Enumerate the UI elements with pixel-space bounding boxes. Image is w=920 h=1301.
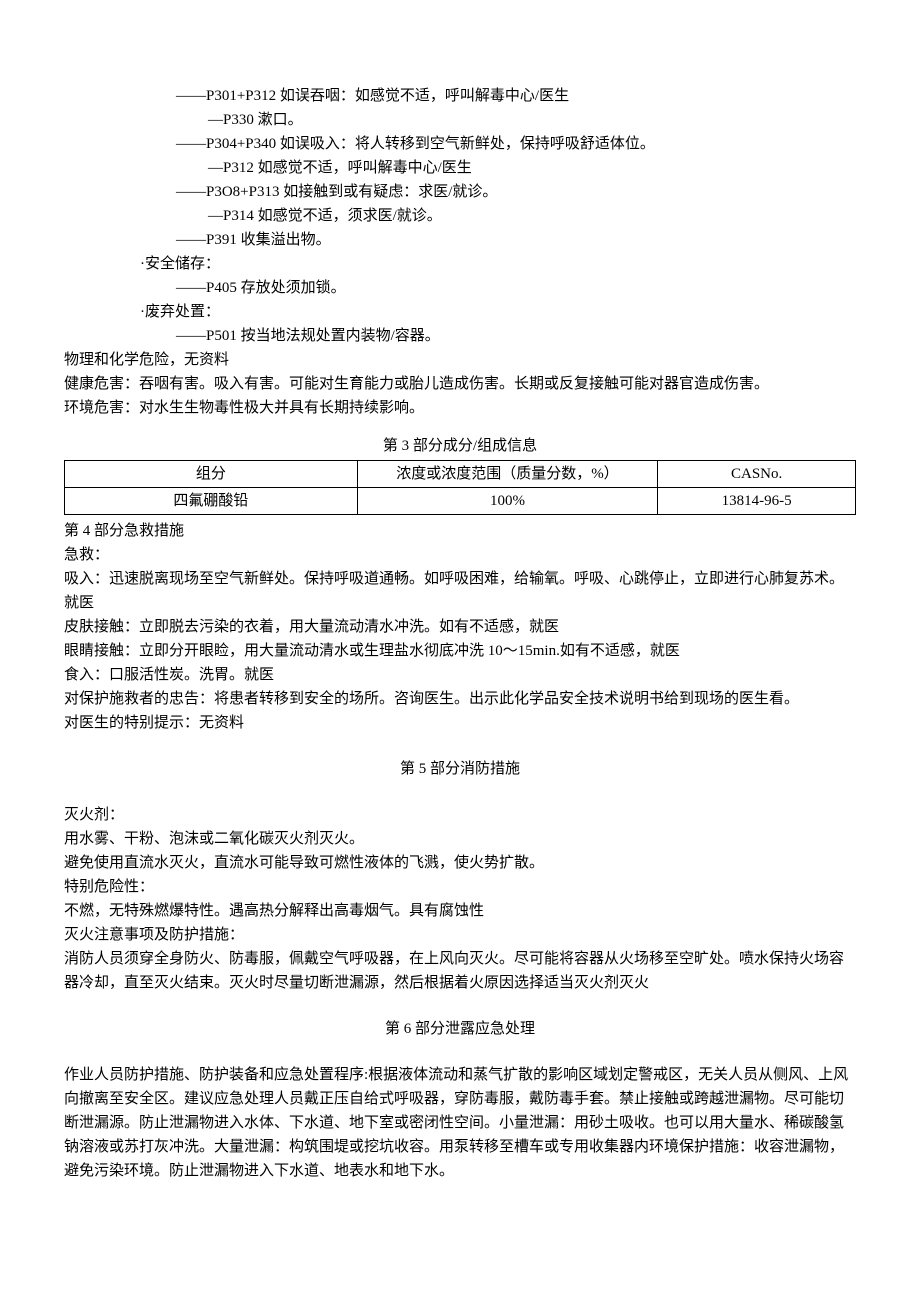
composition-table: 组分 浓度或浓度范围（质量分数，%） CASNo. 四氟硼酸铅 100% 138… — [64, 460, 856, 515]
precaution-p304: ——P304+P340 如误吸入：将人转移到空气新鲜处，保持呼吸舒适体位。 — [64, 132, 856, 156]
table-cell-concentration: 100% — [357, 488, 658, 515]
section4-line-2: 皮肤接触：立即脱去污染的衣着，用大量流动清水冲洗。如有不适感，就医 — [64, 615, 856, 639]
precaution-p312: —P312 如感觉不适，呼叫解毒中心/医生 — [64, 156, 856, 180]
table-header-cas: CASNo. — [658, 461, 856, 488]
storage-heading: ·安全储存： — [64, 252, 856, 276]
env-hazard: 环境危害：对水生生物毒性极大并具有长期持续影响。 — [64, 396, 856, 420]
precaution-p391: ——P391 收集溢出物。 — [64, 228, 856, 252]
precaution-p405: ——P405 存放处须加锁。 — [64, 276, 856, 300]
table-header-component: 组分 — [65, 461, 358, 488]
section5-line-2: 避免使用直流水灭火，直流水可能导致可燃性液体的飞溅，使火势扩散。 — [64, 851, 856, 875]
section4-line-5: 对保护施救者的忠告：将患者转移到安全的场所。咨询医生。出示此化学品安全技术说明书… — [64, 687, 856, 711]
section4-line-3: 眼睛接触：立即分开眼睑，用大量流动清水或生理盐水彻底冲洗 10～15min.如有… — [64, 639, 856, 663]
table-cell-component: 四氟硼酸铅 — [65, 488, 358, 515]
section6-line-0: 作业人员防护措施、防护装备和应急处置程序:根据液体流动和蒸气扩散的影响区域划定警… — [64, 1063, 856, 1183]
section4-line-4: 食入：口服活性炭。洗胃。就医 — [64, 663, 856, 687]
section4-line-6: 对医生的特别提示：无资料 — [64, 711, 856, 735]
precaution-p501: ——P501 按当地法规处置内装物/容器。 — [64, 324, 856, 348]
section5-line-4: 不燃，无特殊燃爆特性。遇高热分解释出高毒烟气。具有腐蚀性 — [64, 899, 856, 923]
section4-title: 第 4 部分急救措施 — [64, 519, 856, 543]
section4-line-1: 吸入：迅速脱离现场至空气新鲜处。保持呼吸道通畅。如呼吸困难，给输氧。呼吸、心跳停… — [64, 567, 856, 615]
section5-line-3: 特别危险性： — [64, 875, 856, 899]
disposal-heading: ·废弃处置： — [64, 300, 856, 324]
precaution-p308: ——P3O8+P313 如接触到或有疑虑：求医/就诊。 — [64, 180, 856, 204]
physical-hazard: 物理和化学危险，无资料 — [64, 348, 856, 372]
section3-title: 第 3 部分成分/组成信息 — [64, 434, 856, 458]
table-cell-cas: 13814-96-5 — [658, 488, 856, 515]
table-row: 四氟硼酸铅 100% 13814-96-5 — [65, 488, 856, 515]
section4-line-0: 急救： — [64, 543, 856, 567]
table-header-concentration: 浓度或浓度范围（质量分数，%） — [357, 461, 658, 488]
precaution-p301: ——P301+P312 如误吞咽：如感觉不适，呼叫解毒中心/医生 — [64, 84, 856, 108]
section5-line-5: 灭火注意事项及防护措施： — [64, 923, 856, 947]
section5-title: 第 5 部分消防措施 — [64, 757, 856, 781]
precaution-p330: —P330 漱口。 — [64, 108, 856, 132]
health-hazard: 健康危害：吞咽有害。吸入有害。可能对生育能力或胎儿造成伤害。长期或反复接触可能对… — [64, 372, 856, 396]
section5-line-0: 灭火剂： — [64, 803, 856, 827]
precaution-p314: —P314 如感觉不适，须求医/就诊。 — [64, 204, 856, 228]
section6-title: 第 6 部分泄露应急处理 — [64, 1017, 856, 1041]
section5-line-1: 用水雾、干粉、泡沫或二氧化碳灭火剂灭火。 — [64, 827, 856, 851]
section5-line-6: 消防人员须穿全身防火、防毒服，佩戴空气呼吸器，在上风向灭火。尽可能将容器从火场移… — [64, 947, 856, 995]
